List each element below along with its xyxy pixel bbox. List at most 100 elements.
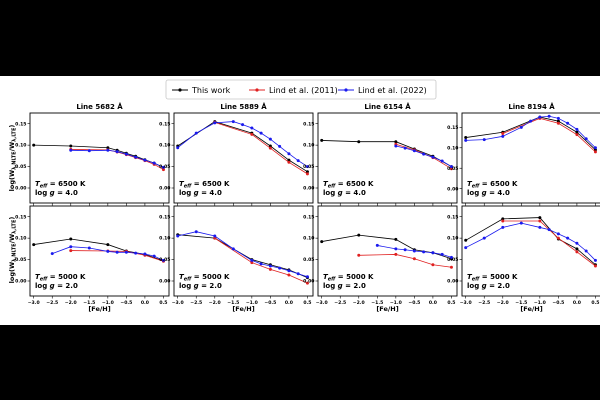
teff-subscript: eff	[40, 277, 48, 283]
data-point	[449, 265, 453, 269]
teff-symbol: T	[467, 273, 473, 281]
y-tick-label: 0.15	[303, 121, 314, 127]
series-line-0	[321, 140, 452, 167]
data-point	[69, 148, 73, 152]
teff-subscript: eff	[472, 277, 480, 283]
data-point	[431, 251, 435, 255]
data-point	[268, 267, 272, 271]
y-label-end: )	[8, 217, 16, 220]
x-tick-label: −3.0	[28, 300, 40, 306]
data-point	[412, 257, 416, 261]
data-point	[529, 119, 533, 123]
y-axis-label-top: log(Wλ,NLTE/Wλ,LTE)	[8, 125, 18, 192]
y-tick-label: 0.10	[303, 236, 314, 242]
y-tick-label: 0.10	[303, 143, 314, 149]
data-point	[440, 252, 444, 256]
data-point	[422, 152, 426, 156]
panel-7: −3.0 −2.5 −2.0 −1.5 −1.0 −0.5 0.0 0.5 0.00 0.05 0.…	[447, 205, 600, 313]
panel-2: Line 6154 Å 0.00 0.05 0.10 0.15 Teff = 6500 K…	[303, 102, 458, 206]
logg-prefix: log	[323, 189, 338, 197]
data-point	[115, 250, 119, 254]
data-point	[566, 236, 570, 240]
x-tick-label: −0.5	[552, 300, 564, 306]
panel-4: −3.0 −2.5 −2.0 −1.5 −1.0 −0.5 0.0 0.5 0.00 0.05 0.…	[15, 205, 170, 313]
teff-symbol: T	[467, 180, 473, 188]
data-point	[501, 134, 505, 138]
data-point	[538, 219, 542, 223]
data-point	[268, 264, 272, 268]
x-tick-label: −2.0	[65, 300, 77, 306]
logg-annotation: log g = 4.0	[35, 189, 78, 197]
panel-title: Line 5889 Å	[220, 102, 267, 111]
data-point	[152, 161, 156, 165]
data-point	[305, 275, 309, 279]
teff-annotation: Teff = 5000 K	[35, 273, 86, 283]
teff-annotation: Teff = 6500 K	[179, 180, 230, 190]
data-point	[106, 243, 110, 247]
data-point	[538, 115, 542, 119]
data-point	[440, 159, 444, 163]
data-point	[106, 249, 110, 253]
data-point	[143, 158, 147, 162]
y-tick-label: 0.05	[159, 164, 170, 170]
data-point	[296, 159, 300, 163]
data-point	[287, 269, 291, 273]
y-label-main: log(W	[8, 262, 16, 284]
data-point	[69, 245, 73, 249]
x-tick-label: 0.5	[591, 300, 599, 306]
x-tick-label: −3.0	[316, 300, 328, 306]
logg-prefix: log	[467, 282, 482, 290]
series-line-2	[465, 115, 596, 149]
logg-annotation: log g = 4.0	[323, 189, 366, 197]
data-point	[106, 148, 110, 152]
logg-annotation: log g = 4.0	[179, 189, 222, 197]
data-point	[161, 168, 165, 172]
logg-prefix: log	[179, 189, 194, 197]
series-line-2	[52, 246, 164, 261]
data-point	[375, 243, 379, 247]
data-point	[176, 234, 180, 238]
x-tick-label: 0.0	[285, 300, 293, 306]
y-label-mid: /W	[8, 234, 16, 244]
teff-annotation: Teff = 5000 K	[467, 273, 518, 283]
data-point	[538, 216, 542, 220]
x-tick-label: −2.5	[190, 300, 202, 306]
panel-frame	[173, 112, 314, 204]
series-line-2	[177, 121, 308, 167]
series-line-1	[358, 254, 452, 268]
teff-subscript: eff	[184, 184, 192, 190]
series-line-0	[465, 217, 596, 266]
y-tick-label: 0.00	[303, 279, 314, 285]
teff-symbol: T	[323, 273, 329, 281]
y-label-sub1: λ,NLTE	[12, 151, 18, 170]
x-tick-label: 0.0	[141, 300, 149, 306]
x-axis-label: [Fe/H]	[520, 305, 542, 313]
data-point	[241, 123, 245, 127]
panel-frame	[29, 205, 170, 297]
logg-prefix: log	[179, 282, 194, 290]
data-point	[464, 246, 468, 250]
data-point	[194, 131, 198, 135]
data-point	[87, 149, 91, 153]
teff-value: = 6500 K	[47, 180, 86, 188]
data-point	[431, 155, 435, 159]
y-label-mid: /W	[8, 142, 16, 152]
x-tick-label: −1.5	[515, 300, 527, 306]
series-line-0	[177, 234, 308, 278]
teff-value: = 6500 K	[191, 180, 230, 188]
data-point	[394, 252, 398, 256]
data-point	[431, 263, 435, 267]
data-point	[422, 250, 426, 254]
data-point	[213, 234, 217, 238]
logg-value: = 2.0	[487, 282, 510, 290]
series-line-0	[177, 121, 308, 173]
data-point	[482, 138, 486, 142]
legend-frame	[165, 79, 437, 100]
teff-value: = 6500 K	[335, 180, 374, 188]
teff-value: = 5000 K	[335, 273, 374, 281]
data-point	[250, 258, 254, 262]
x-tick-label: −2.0	[209, 300, 221, 306]
y-tick-label: 0.15	[447, 214, 458, 220]
logg-symbol: g	[50, 282, 55, 290]
x-tick-label: −1.5	[371, 300, 383, 306]
